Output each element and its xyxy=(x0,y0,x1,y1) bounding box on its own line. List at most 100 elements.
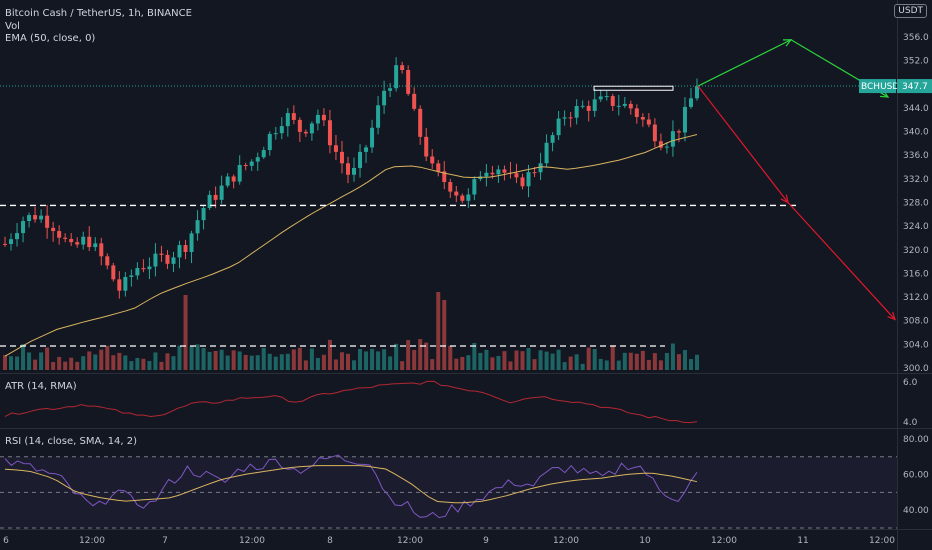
candle xyxy=(412,93,417,109)
candle xyxy=(135,268,140,276)
volume-bar xyxy=(273,356,278,370)
volume-bar xyxy=(159,361,164,370)
volume-bar xyxy=(63,361,68,370)
volume-bar xyxy=(207,351,212,370)
candle xyxy=(586,105,591,111)
currency-button[interactable]: USDT xyxy=(894,4,927,18)
volume-bar xyxy=(358,348,363,370)
volume-bar xyxy=(279,354,284,370)
candle xyxy=(556,118,561,136)
candle xyxy=(664,146,669,148)
candle xyxy=(646,119,651,125)
candle xyxy=(279,126,284,134)
volume-bar xyxy=(652,353,657,370)
candle xyxy=(69,238,74,243)
candle xyxy=(183,245,188,252)
atr-tick-label: 4.0 xyxy=(903,418,918,428)
volume-bar xyxy=(243,354,248,370)
volume-bar xyxy=(640,350,645,370)
price-tick-label: 332.0 xyxy=(903,175,929,185)
candle xyxy=(376,105,381,128)
volume-bar xyxy=(261,347,266,370)
volume-bar xyxy=(472,342,477,370)
candle xyxy=(195,220,200,234)
candle xyxy=(424,136,429,157)
price-tag xyxy=(897,79,932,94)
candle xyxy=(400,65,405,71)
candle xyxy=(382,90,387,106)
volume-bar xyxy=(574,354,579,370)
volume-bar xyxy=(382,349,387,370)
candle xyxy=(333,145,338,152)
volume-bar xyxy=(135,357,140,370)
volume-bar xyxy=(442,300,447,370)
candle xyxy=(604,96,609,98)
volume-bar xyxy=(670,343,675,370)
candle xyxy=(406,70,411,94)
candle xyxy=(261,150,266,158)
volume-bar xyxy=(556,349,561,370)
volume-bar xyxy=(418,339,423,370)
time-tick-label: 9 xyxy=(483,536,489,546)
volume-bar xyxy=(39,352,44,370)
candle xyxy=(358,151,363,168)
volume-bar xyxy=(87,351,92,370)
candle xyxy=(81,236,86,245)
volume-bar xyxy=(370,348,375,370)
price-tick-label: 344.0 xyxy=(903,104,929,114)
volume-bar xyxy=(153,352,158,370)
atr-line xyxy=(4,380,698,424)
volume-bar xyxy=(454,358,459,370)
candle xyxy=(189,233,194,252)
volume-bar xyxy=(628,352,633,370)
volume-bar xyxy=(364,351,369,370)
candle xyxy=(3,243,7,245)
volume-bar xyxy=(177,345,182,370)
candle xyxy=(544,142,549,164)
volume-bar xyxy=(9,356,14,370)
volume-bar xyxy=(219,349,224,370)
volume-bar xyxy=(267,353,272,370)
candle xyxy=(580,105,585,107)
candle xyxy=(219,185,224,200)
volume-bar xyxy=(189,346,194,370)
volume-bar xyxy=(81,356,86,370)
candle xyxy=(550,135,555,143)
candle xyxy=(658,141,663,148)
candle xyxy=(448,182,453,192)
rsi-line xyxy=(4,454,698,519)
volume-bar xyxy=(406,340,411,370)
candle xyxy=(688,98,693,107)
time-tick-label: 7 xyxy=(162,536,168,546)
volume-bar xyxy=(309,348,314,370)
volume-bar xyxy=(622,352,627,370)
candle xyxy=(141,268,146,270)
volume-bar xyxy=(183,295,188,370)
price-tick-label: 352.0 xyxy=(903,57,929,67)
candle xyxy=(45,215,50,228)
volume-bar xyxy=(147,360,152,370)
candle xyxy=(490,172,495,175)
candle xyxy=(315,114,320,124)
candle xyxy=(171,257,176,264)
volume-bar xyxy=(400,361,405,370)
volume-bar xyxy=(213,350,218,370)
volume-bar xyxy=(598,358,603,370)
volume-bar xyxy=(646,359,651,370)
volume-bar xyxy=(388,356,393,370)
candle xyxy=(123,276,128,291)
volume-bar xyxy=(237,351,242,370)
candle xyxy=(538,163,543,173)
volume-bar xyxy=(69,357,74,370)
candle xyxy=(39,215,44,220)
rsi-tick-label: 60.00 xyxy=(903,471,929,481)
candle xyxy=(225,176,230,186)
time-tick-label: 12:00 xyxy=(79,536,105,546)
volume-bar xyxy=(105,345,110,370)
volume-bar xyxy=(117,352,122,370)
candle xyxy=(267,133,272,151)
candle xyxy=(213,194,218,200)
volume-bar xyxy=(33,359,38,370)
candle xyxy=(634,108,639,118)
